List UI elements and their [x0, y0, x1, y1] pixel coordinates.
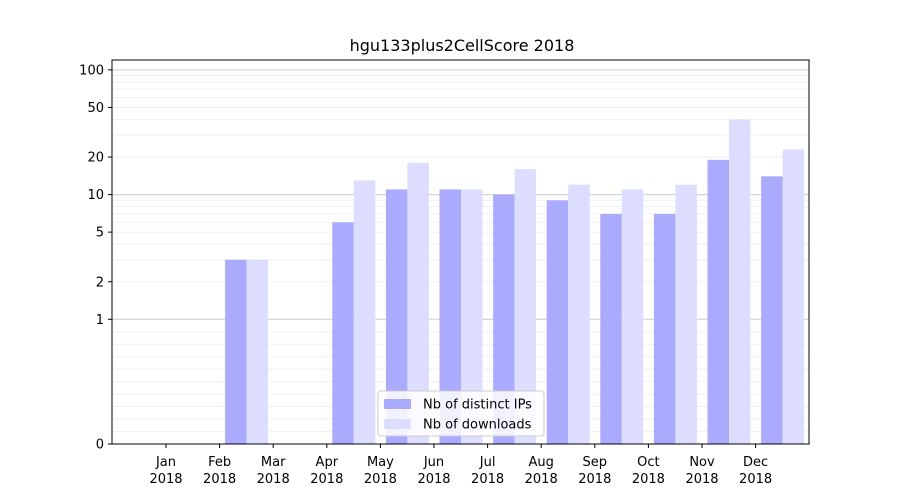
x-tick-label-year: 2018 [685, 472, 718, 487]
bar-downloads-apr [353, 180, 376, 444]
y-tick-label: 2 [96, 275, 104, 290]
bar-downloads-dec [782, 149, 805, 444]
x-tick-label-year: 2018 [364, 472, 397, 487]
x-tick-label-year: 2018 [417, 472, 450, 487]
y-tick-label: 1 [96, 313, 104, 328]
x-tick-label-year: 2018 [632, 472, 665, 487]
bar-downloads-nov [729, 119, 751, 444]
x-tick-label-month: Jan [155, 455, 176, 470]
y-axis: 0 1 2 5 10 20 50 100 [79, 63, 112, 453]
x-tick-label-month: Apr [316, 455, 339, 470]
x-tick-label-year: 2018 [739, 472, 772, 487]
bar-downloads-oct [675, 184, 697, 444]
bar-downloads-sep [621, 189, 644, 444]
y-tick-label: 10 [87, 188, 104, 203]
x-tick-label-month: Jun [423, 455, 444, 470]
x-tick-label-year: 2018 [471, 472, 504, 487]
x-tick-label-month: Feb [208, 455, 231, 470]
bar-downloads-may [407, 162, 429, 444]
legend: Nb of distinct IPs Nb of downloads [377, 390, 545, 437]
x-tick-label-year: 2018 [203, 472, 236, 487]
bar-distinct-ips-nov [707, 159, 729, 444]
x-tick-label-year: 2018 [257, 472, 290, 487]
x-tick-label-month: Sep [583, 455, 608, 470]
x-tick-label-year: 2018 [578, 472, 611, 487]
legend-label: Nb of downloads [423, 418, 532, 433]
bar-distinct-ips-dec [761, 176, 783, 444]
legend-swatch [384, 399, 411, 409]
bar-distinct-ips-apr [332, 222, 354, 444]
bar-downloads-aug [568, 184, 590, 444]
x-tick-label-month: Nov [689, 455, 715, 470]
x-tick-label-year: 2018 [310, 472, 343, 487]
x-tick-label-month: Oct [637, 455, 659, 470]
bars [225, 119, 805, 444]
legend-label: Nb of distinct IPs [423, 398, 532, 413]
y-tick-label: 100 [79, 63, 104, 78]
bar-downloads-jul [514, 169, 537, 444]
bar-distinct-ips-may [385, 189, 408, 444]
plot-frame [111, 59, 810, 445]
x-tick-label-month: May [367, 455, 394, 470]
bar-downloads-jun [461, 189, 483, 444]
x-tick-label-month: Aug [529, 455, 554, 470]
bar-distinct-ips-oct [653, 213, 676, 444]
bar-distinct-ips-sep [600, 213, 622, 444]
y-tick-label: 5 [96, 226, 104, 241]
bar-downloads-feb [246, 259, 269, 444]
legend-box [377, 390, 545, 437]
x-tick-label-year: 2018 [525, 472, 558, 487]
x-tick-label-month: Mar [261, 455, 286, 470]
y-tick-label: 20 [87, 151, 104, 166]
x-tick-label-month: Dec [743, 455, 768, 470]
bar-distinct-ips-feb [225, 259, 247, 444]
x-axis: Jan 2018 Feb 2018 Mar 2018 Apr 2018 May 2018 Jun 20… [149, 444, 772, 487]
chart-title: hgu133plus2CellScore 2018 [350, 36, 575, 55]
bar-distinct-ips-aug [546, 200, 569, 444]
y-tick-label: 0 [96, 438, 104, 453]
x-tick-label-year: 2018 [149, 472, 182, 487]
bar-distinct-ips-jun [439, 189, 461, 444]
legend-swatch [384, 419, 411, 429]
x-tick-label-month: Jul [479, 455, 496, 470]
y-tick-label: 50 [87, 101, 104, 116]
bar-distinct-ips-jul [493, 194, 515, 444]
